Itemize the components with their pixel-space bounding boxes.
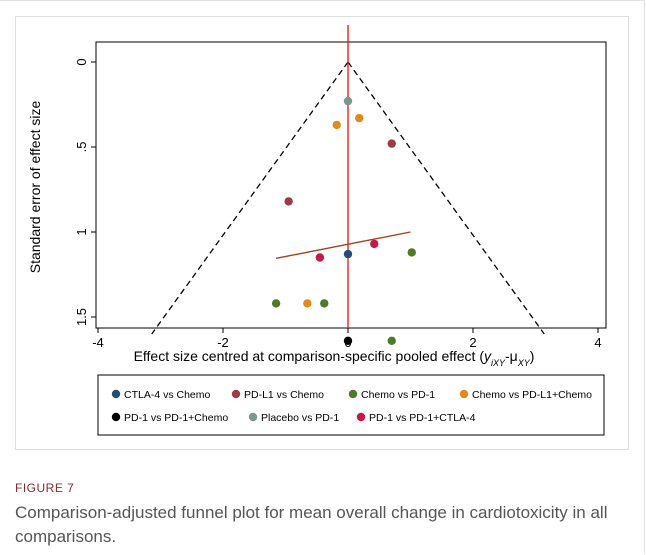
y-tick-label: 1.5	[74, 308, 89, 326]
x-tick-label: 2	[469, 335, 476, 350]
x-tick-label: -2	[217, 335, 229, 350]
data-point	[343, 249, 353, 259]
legend-label: PD-L1 vs Chemo	[244, 389, 324, 401]
x-tick-label: 0	[344, 335, 351, 350]
x-axis-label: Effect size centred at comparison-specif…	[134, 348, 535, 368]
data-point	[387, 139, 396, 148]
legend-marker	[111, 412, 121, 422]
legend-box	[97, 374, 605, 436]
legend-label: PD-1 vs PD-1+Chemo	[124, 412, 228, 424]
data-point	[355, 113, 364, 123]
x-tick-label: -4	[92, 335, 104, 350]
legend-marker	[111, 389, 121, 399]
data-point	[303, 299, 312, 308]
legend-label: Chemo vs PD-L1+Chemo	[472, 389, 592, 401]
figure-caption-text: Comparison-adjusted funnel plot for mean…	[15, 503, 608, 546]
y-tick-label: .5	[74, 142, 89, 153]
legend-marker	[248, 412, 258, 422]
data-point	[343, 336, 353, 345]
legend-marker	[356, 412, 366, 422]
plot-frame: 0 .5 1 1.5 -4 -2 0 2 4 Standard error of effect…	[15, 16, 629, 450]
x-tick-label: 4	[594, 335, 601, 350]
legend-label: Chemo vs PD-1	[361, 389, 435, 401]
data-point	[332, 120, 341, 130]
legend-marker	[231, 389, 241, 399]
funnel-right-line	[347, 61, 545, 335]
figure-caption: FIGURE 7 Comparison-adjusted funnel plot…	[15, 481, 615, 549]
data-point	[387, 336, 396, 345]
legend-label: CTLA-4 vs Chemo	[124, 389, 211, 401]
data-point	[320, 299, 329, 308]
figure-label: FIGURE 7	[15, 481, 75, 495]
data-point	[343, 96, 353, 106]
legend-label: PD-1 vs PD-1+CTLA-4	[369, 412, 476, 424]
data-point	[284, 197, 293, 206]
plot-area	[95, 41, 607, 329]
y-tick-label: 1	[74, 228, 89, 235]
funnel-left-line	[151, 61, 349, 335]
funnel-plot: 0 .5 1 1.5 -4 -2 0 2 4 Standard error of effect…	[27, 25, 607, 436]
y-axis-label: Standard error of effect size	[27, 101, 43, 274]
data-point	[370, 239, 379, 249]
y-tick-label: 0	[74, 58, 89, 65]
regression-line	[275, 231, 411, 260]
legend-marker	[459, 389, 469, 399]
data-point	[271, 299, 281, 308]
data-point	[407, 248, 416, 257]
legend-label: Placebo vs PD-1	[261, 412, 339, 424]
data-point	[315, 253, 325, 262]
legend-marker	[348, 389, 358, 399]
